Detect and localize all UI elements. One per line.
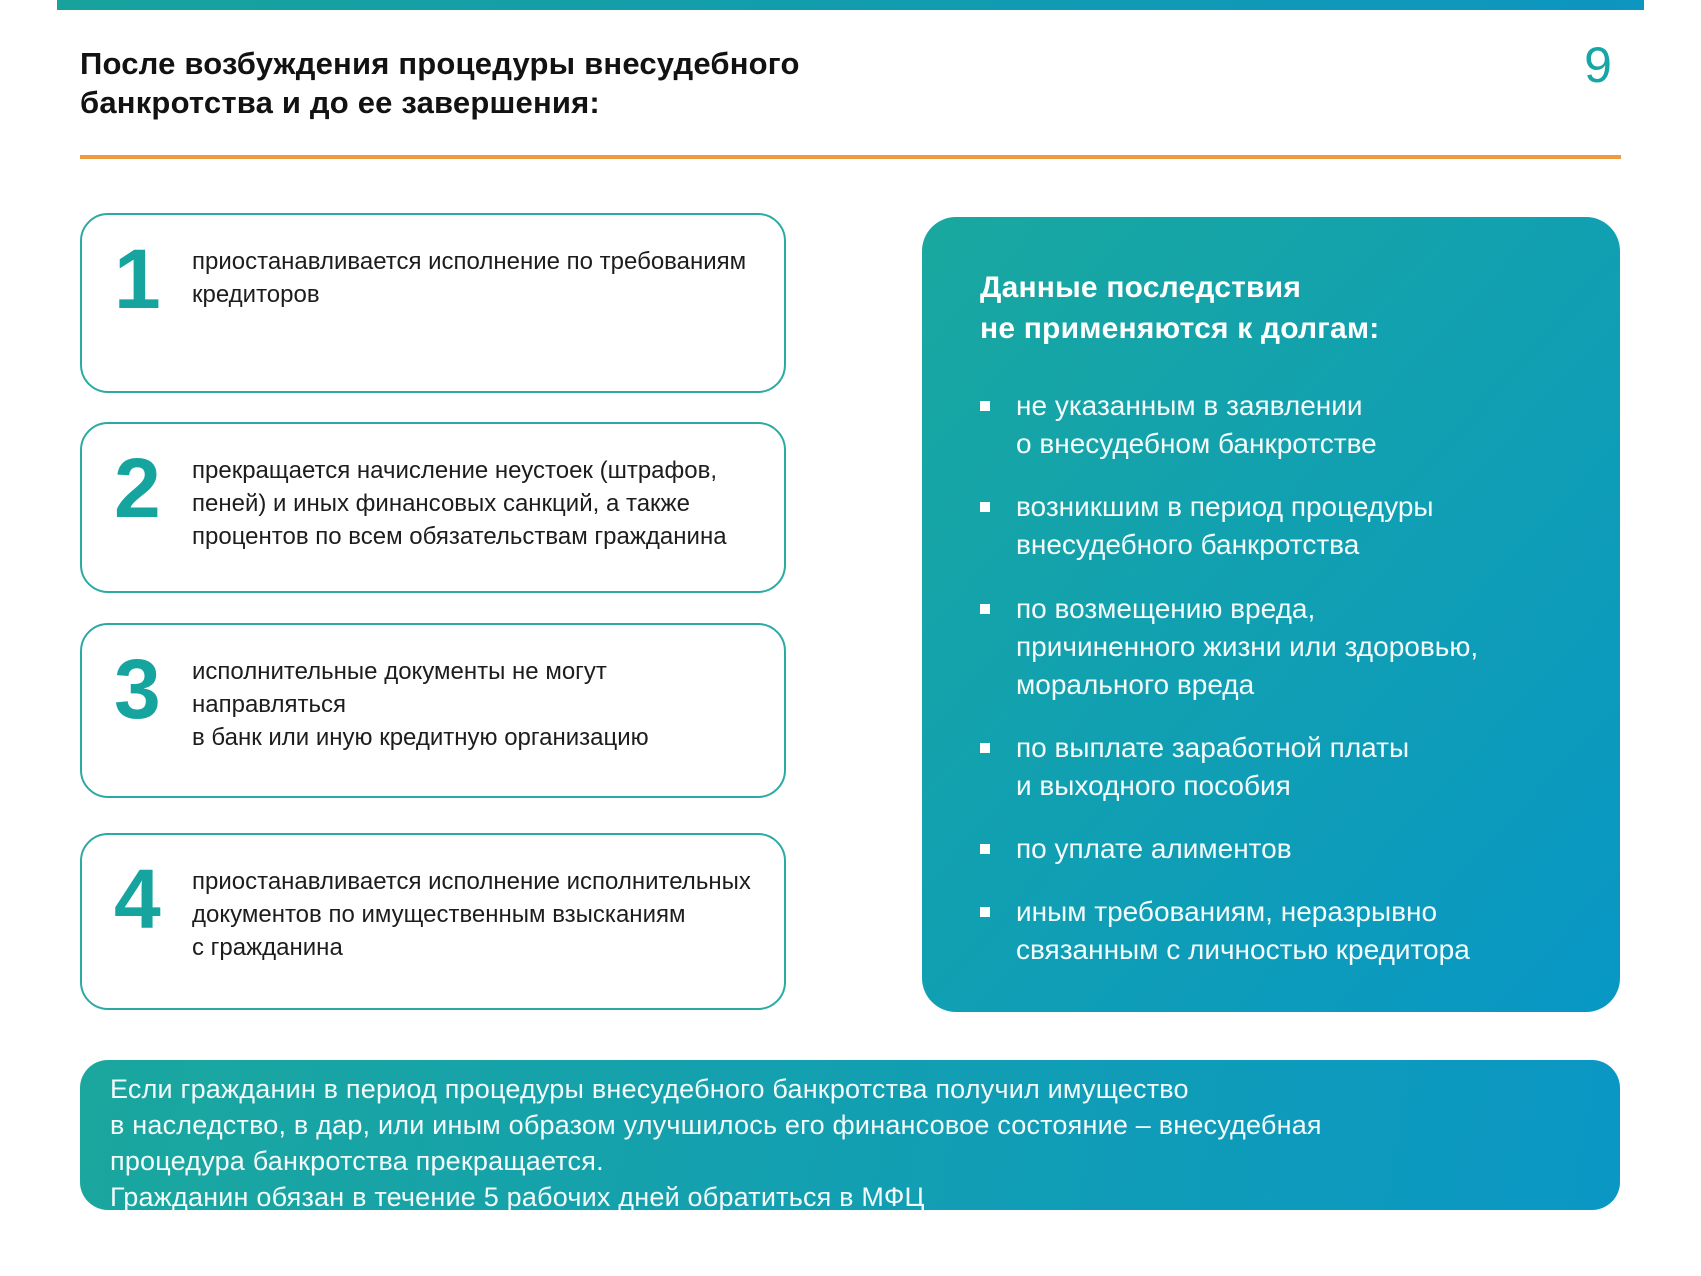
consequence-text: прекращается начисление неустоек (штрафо… (192, 457, 727, 551)
exception-text: по выплате заработной платы и выходного … (1016, 731, 1410, 801)
bullet-square-icon (980, 742, 990, 753)
exception-item: по выплате заработной платы и выходного … (980, 729, 1580, 805)
consequence-card-4: 4 приостанавливается исполнение исполнит… (80, 833, 786, 1010)
consequence-number: 2 (114, 441, 161, 535)
exception-text: по уплате алиментов (1016, 832, 1292, 864)
consequence-text: приостанавливается исполнение исполнител… (192, 868, 751, 962)
exception-item: по уплате алиментов (980, 830, 1580, 868)
exceptions-title: Данные последствия не применяются к долг… (980, 271, 1380, 346)
exception-text: не указанным в заявлении о внесудебном б… (1016, 390, 1377, 460)
consequence-card-3: 3 исполнительные документы не могут напр… (80, 623, 786, 798)
notice-text: Если гражданин в период процедуры внесуд… (110, 1074, 1322, 1212)
consequence-text: приостанавливается исполнение по требова… (192, 248, 747, 309)
exceptions-panel: Данные последствия не применяются к долг… (922, 217, 1620, 1012)
consequence-number: 3 (114, 642, 161, 736)
exception-text: по возмещению вреда, причиненного жизни … (1016, 592, 1479, 700)
exception-text: возникшим в период процедуры внесудебног… (1016, 491, 1434, 561)
bullet-square-icon (980, 906, 990, 917)
exception-item: не указанным в заявлении о внесудебном б… (980, 387, 1580, 463)
consequence-text: исполнительные документы не могут направ… (192, 658, 649, 752)
bullet-square-icon (980, 401, 990, 412)
page-number: 9 (1584, 37, 1612, 93)
bullet-square-icon (980, 843, 990, 854)
bullet-square-icon (980, 603, 990, 614)
bullet-square-icon (980, 502, 990, 513)
notice-banner: Если гражданин в период процедуры внесуд… (80, 1060, 1620, 1212)
exception-text: иным требованиям, неразрывно связанным с… (1016, 895, 1470, 966)
exceptions-list: не указанным в заявлении о внесудебном б… (980, 387, 1580, 969)
consequence-number: 4 (114, 852, 161, 946)
exception-item: иным требованиям, неразрывно связанным с… (980, 893, 1580, 969)
consequence-card-2: 2 прекращается начисление неустоек (штра… (80, 422, 786, 593)
exception-item: по возмещению вреда, причиненного жизни … (980, 590, 1580, 704)
top-accent-bar (57, 0, 1644, 10)
exception-item: возникшим в период процедуры внесудебног… (980, 488, 1580, 564)
title-underline (80, 155, 1621, 159)
consequence-card-1: 1 приостанавливается исполнение по требо… (80, 213, 786, 393)
consequence-number: 1 (114, 232, 161, 326)
page-title: После возбуждения процедуры внесудебного… (80, 46, 800, 121)
